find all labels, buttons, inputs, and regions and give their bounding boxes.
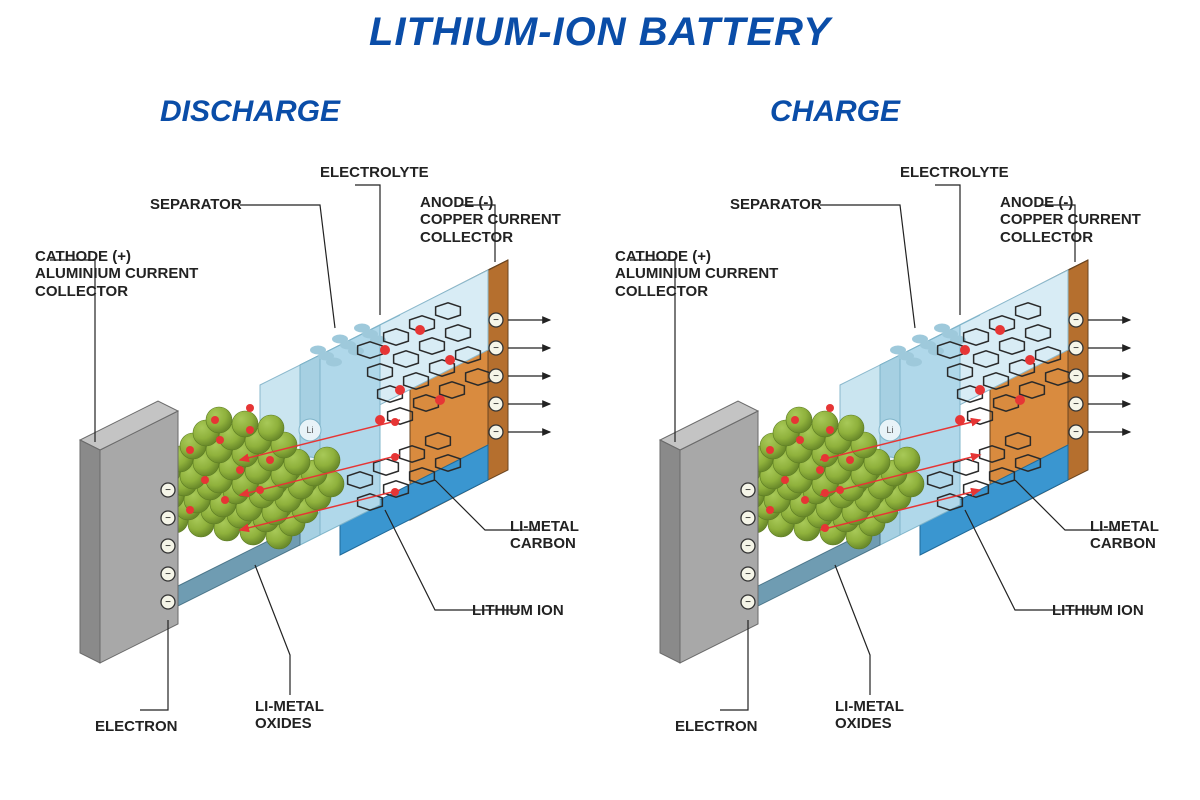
label-anode: ANODE (-) COPPER CURRENT COLLECTOR xyxy=(1000,194,1141,246)
label-separator: SEPARATOR xyxy=(730,196,822,213)
svg-text:−: − xyxy=(493,427,499,438)
label-anode: ANODE (-) COPPER CURRENT COLLECTOR xyxy=(420,194,561,246)
svg-text:−: − xyxy=(493,371,499,382)
label-cathode: CATHODE (+) ALUMINIUM CURRENT COLLECTOR xyxy=(35,248,198,300)
svg-text:−: − xyxy=(493,315,499,326)
label-separator: SEPARATOR xyxy=(150,196,242,213)
svg-text:−: − xyxy=(1073,399,1079,410)
label-lithium-ion: LITHIUM ION xyxy=(1052,602,1144,619)
svg-text:Li: Li xyxy=(306,425,313,435)
main-title: LITHIUM-ION BATTERY xyxy=(0,10,1200,55)
svg-text:−: − xyxy=(745,597,751,608)
svg-text:−: − xyxy=(745,569,751,580)
label-cathode: CATHODE (+) ALUMINIUM CURRENT COLLECTOR xyxy=(615,248,778,300)
diagram-charge: LiLiLi−−−−−−−−−−SEPARATORELECTROLYTEANOD… xyxy=(620,150,1180,770)
svg-text:−: − xyxy=(165,541,171,552)
svg-text:−: − xyxy=(1073,371,1079,382)
svg-text:−: − xyxy=(165,513,171,524)
diagram-discharge: LiLiLi−−−−−−−−−−SEPARATORELECTROLYTEANOD… xyxy=(40,150,600,770)
svg-text:−: − xyxy=(165,485,171,496)
label-li-metal-carbon: LI-METAL CARBON xyxy=(1090,518,1159,553)
panel-title-charge: CHARGE xyxy=(770,95,900,129)
label-li-metal-oxides: LI-METAL OXIDES xyxy=(255,698,324,733)
svg-text:−: − xyxy=(493,343,499,354)
label-electron: ELECTRON xyxy=(95,718,178,735)
svg-text:−: − xyxy=(745,485,751,496)
svg-text:−: − xyxy=(745,541,751,552)
panel-title-discharge: DISCHARGE xyxy=(160,95,340,129)
svg-text:−: − xyxy=(1073,343,1079,354)
svg-text:−: − xyxy=(1073,427,1079,438)
svg-text:−: − xyxy=(493,399,499,410)
label-electrolyte: ELECTROLYTE xyxy=(900,164,1009,181)
svg-text:−: − xyxy=(745,513,751,524)
svg-text:−: − xyxy=(165,569,171,580)
label-li-metal-oxides: LI-METAL OXIDES xyxy=(835,698,904,733)
label-electron: ELECTRON xyxy=(675,718,758,735)
label-lithium-ion: LITHIUM ION xyxy=(472,602,564,619)
svg-text:Li: Li xyxy=(886,425,893,435)
label-li-metal-carbon: LI-METAL CARBON xyxy=(510,518,579,553)
svg-text:−: − xyxy=(165,597,171,608)
label-electrolyte: ELECTROLYTE xyxy=(320,164,429,181)
svg-text:−: − xyxy=(1073,315,1079,326)
